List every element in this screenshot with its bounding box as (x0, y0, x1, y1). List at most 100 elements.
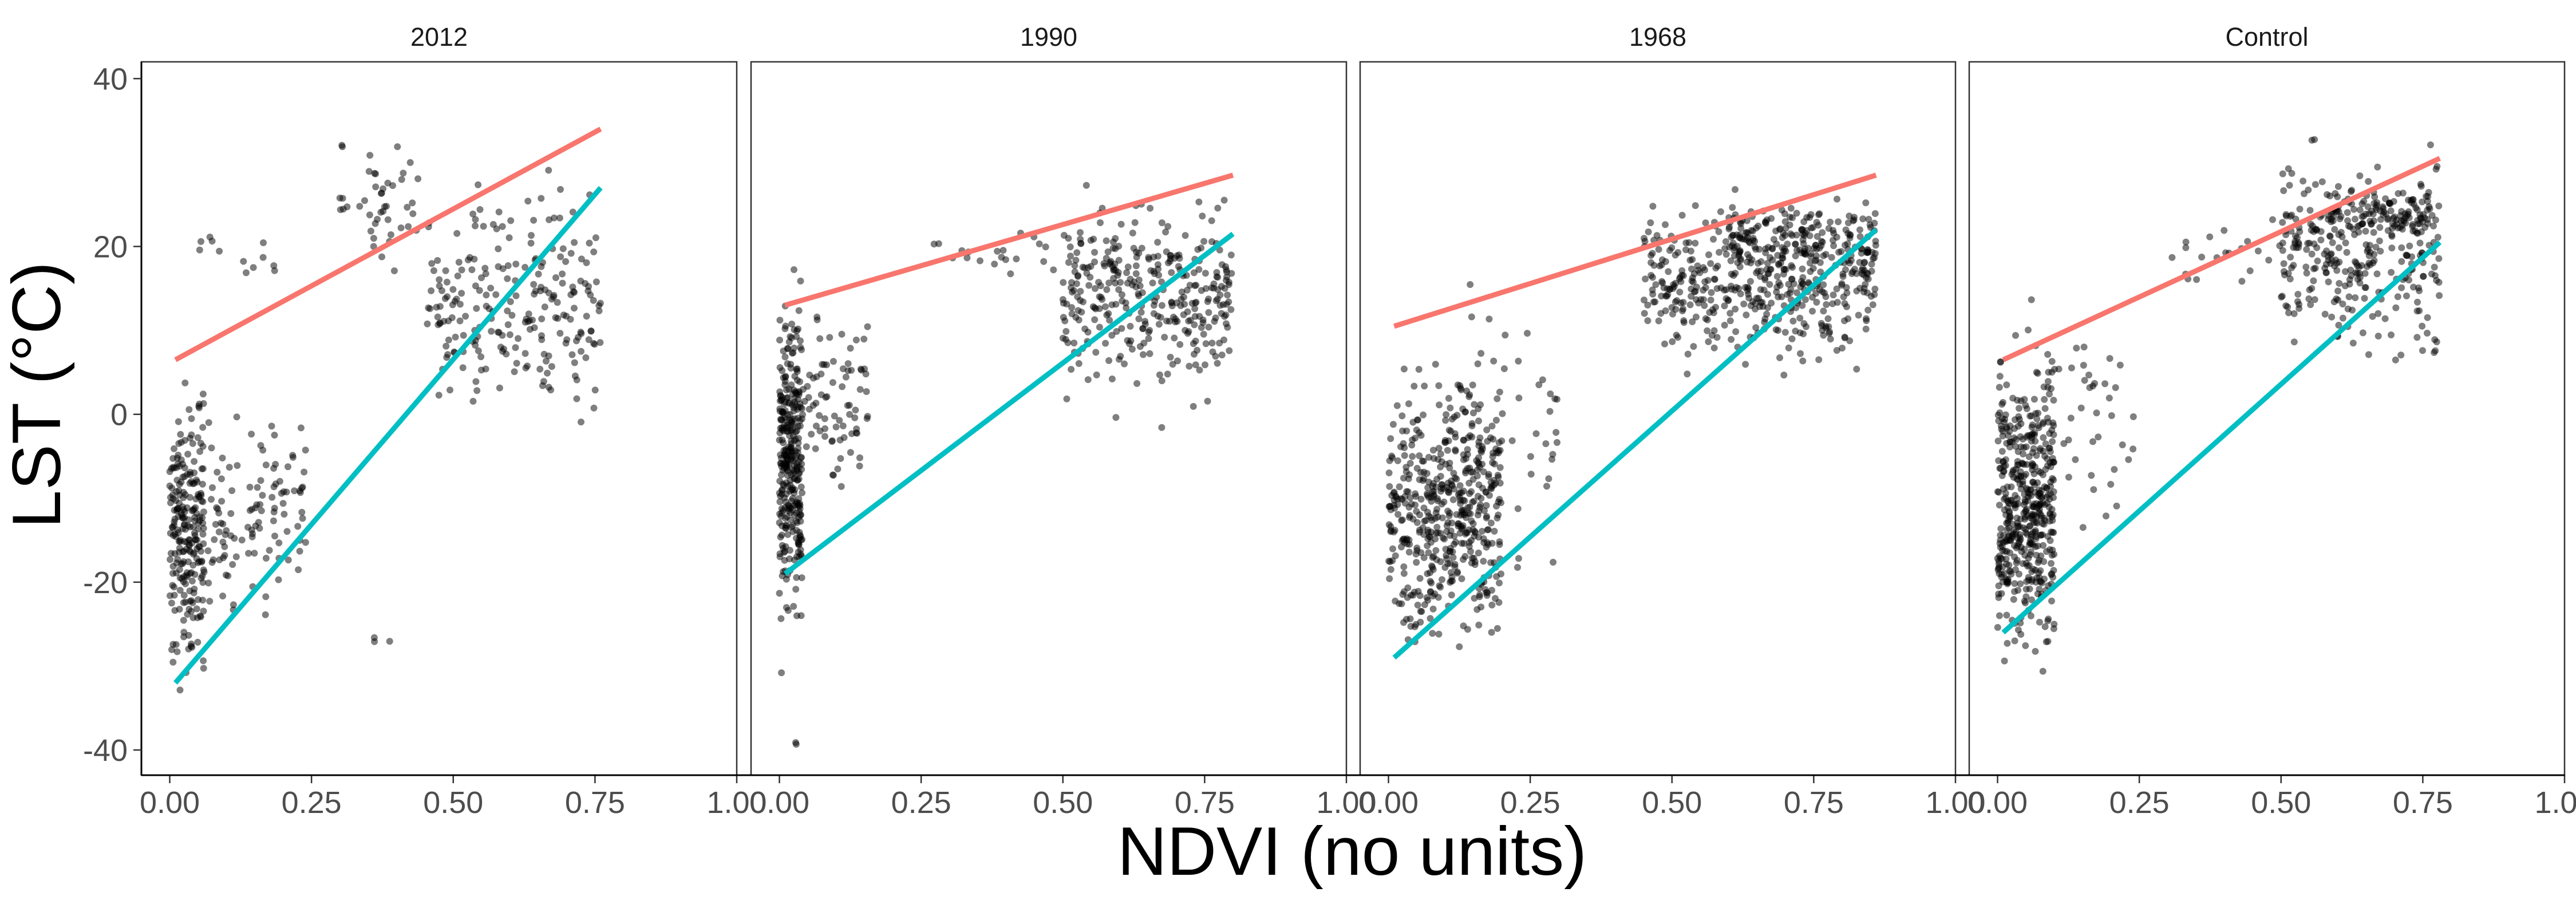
data-point (799, 411, 806, 419)
data-point (285, 556, 292, 564)
data-point (387, 231, 394, 238)
data-point (1996, 373, 2004, 380)
data-point (1712, 303, 1719, 311)
data-point (1389, 421, 1397, 428)
data-point (1658, 256, 1666, 263)
data-point (1655, 317, 1662, 325)
data-point (592, 278, 600, 286)
data-point (2306, 207, 2314, 214)
data-point (1552, 429, 1560, 436)
data-point (1386, 558, 1394, 565)
data-point (2049, 517, 2056, 524)
data-point (219, 593, 227, 599)
data-point (186, 536, 193, 544)
data-point (1994, 437, 2002, 445)
data-point (2404, 252, 2411, 259)
data-point (180, 494, 187, 502)
data-point (1060, 232, 1068, 239)
data-point (485, 305, 493, 313)
data-point (1132, 262, 1140, 270)
data-point (2336, 280, 2343, 287)
data-point (2372, 243, 2380, 251)
data-point (2409, 196, 2417, 203)
data-point (200, 508, 207, 516)
data-point (1514, 564, 1521, 571)
data-point (2043, 548, 2050, 555)
data-point (2291, 240, 2298, 247)
data-point (285, 463, 291, 471)
data-point (1710, 344, 1718, 352)
data-point (2011, 553, 2018, 560)
data-point (2030, 503, 2037, 511)
data-point (1205, 295, 1212, 303)
data-point (504, 307, 511, 314)
data-point (1769, 256, 1776, 264)
data-point (1468, 422, 1476, 429)
data-point (1485, 315, 1493, 323)
data-point (2012, 443, 2020, 450)
data-point (796, 503, 803, 510)
data-point (372, 183, 380, 191)
data-point (1704, 277, 1712, 284)
data-point (2050, 431, 2057, 439)
data-point (2431, 349, 2438, 356)
data-point (2428, 270, 2435, 278)
data-point (1644, 301, 1652, 309)
data-point (545, 289, 552, 297)
data-point (2423, 193, 2430, 200)
data-point (434, 257, 441, 264)
data-point (1690, 343, 1697, 350)
data-point (1717, 208, 1724, 215)
data-point (2001, 416, 2009, 423)
data-point (2337, 228, 2345, 236)
data-point (2294, 291, 2302, 298)
data-point (776, 550, 784, 558)
data-point (1445, 489, 1452, 496)
data-point (2050, 397, 2057, 404)
data-point (177, 560, 185, 567)
data-point (270, 508, 278, 516)
data-point (2416, 287, 2423, 294)
data-point (198, 558, 206, 566)
data-point (1710, 275, 1718, 283)
data-point (847, 449, 854, 456)
data-point (1132, 283, 1140, 291)
data-point (1112, 279, 1119, 287)
data-point (2310, 240, 2318, 247)
data-point (1999, 398, 2006, 406)
data-point (1409, 591, 1417, 599)
data-point (2395, 224, 2402, 232)
data-point (1404, 488, 1412, 495)
data-point (2046, 537, 2054, 544)
data-point (228, 487, 236, 494)
data-point (1485, 473, 1492, 480)
data-point (1494, 514, 1501, 522)
data-point (783, 461, 791, 468)
data-point (2034, 479, 2041, 487)
data-point (1807, 211, 1815, 218)
data-point (2334, 193, 2341, 200)
data-point (1109, 244, 1117, 252)
data-point (1420, 554, 1428, 561)
data-point (2060, 440, 2068, 447)
data-point (1469, 409, 1477, 417)
data-point (569, 283, 576, 291)
data-point (194, 434, 202, 441)
data-point (478, 274, 485, 282)
data-point (1858, 270, 1866, 277)
data-point (1476, 593, 1483, 601)
data-point (538, 195, 545, 202)
data-point (2024, 432, 2032, 439)
data-point (1078, 309, 1085, 316)
data-point (495, 208, 503, 216)
data-point (2198, 254, 2206, 260)
data-point (1195, 198, 1203, 206)
data-point (2307, 301, 2314, 309)
data-point (1487, 559, 1495, 566)
data-point (2366, 248, 2374, 256)
data-point (1077, 239, 1085, 247)
data-point (1070, 340, 1078, 347)
data-point (1737, 220, 1745, 227)
data-point (2040, 383, 2048, 390)
data-point (253, 501, 260, 508)
